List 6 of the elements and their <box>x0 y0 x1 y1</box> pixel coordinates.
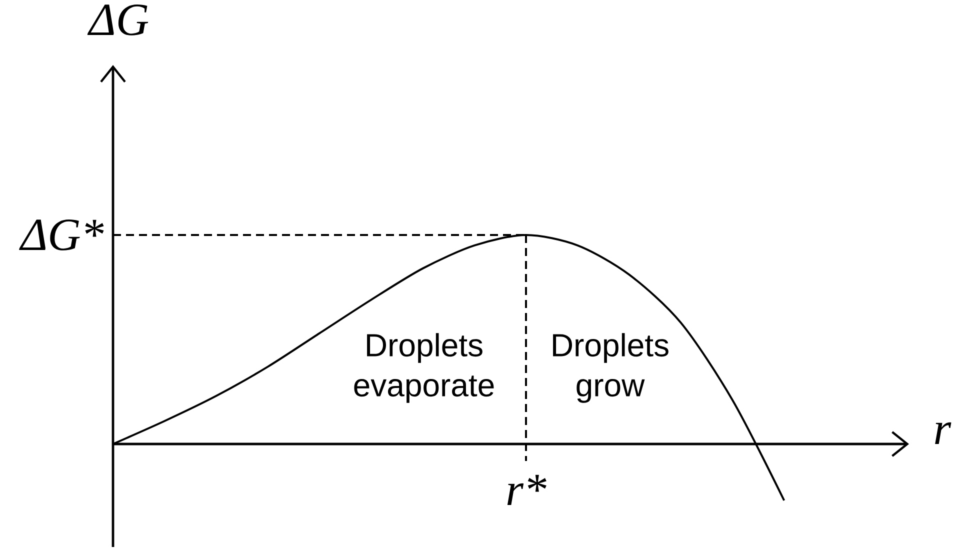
y-axis-title: ΔG <box>87 4 148 36</box>
annotation: r* <box>507 474 546 505</box>
x-axis-title: r <box>935 422 952 444</box>
ref-line-label: ΔG* <box>19 220 104 250</box>
annotation: Droplets evaporate <box>354 333 494 403</box>
annotation: Droplets grow <box>553 333 668 403</box>
